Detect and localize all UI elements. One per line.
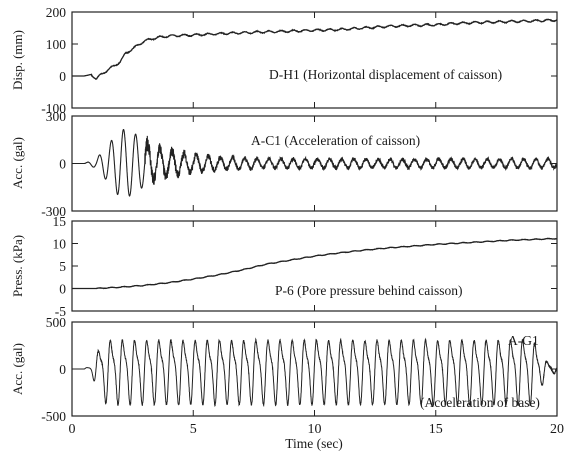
y-tick-label: 300	[46, 109, 67, 124]
panel-2-series-line	[72, 128, 558, 197]
panel-2-annotation: A-C1 (Acceleration of caisson)	[251, 133, 420, 148]
panel-1-annotation: D-H1 (Horizontal displacement of caisson…	[269, 67, 502, 82]
x-axis-label: Time (sec)	[285, 436, 343, 451]
x-tick-label: 10	[308, 422, 322, 437]
y-tick-label: 100	[46, 37, 67, 52]
y-tick-label: 5	[59, 259, 66, 274]
y-tick-label: 10	[53, 237, 67, 252]
panel-1-frame	[71, 11, 558, 109]
y-tick-label: 0	[59, 157, 66, 172]
y-tick-label: 0	[59, 362, 66, 377]
y-tick-label: 0	[59, 69, 66, 84]
panel-3-annotation: P-6 (Pore pressure behind caisson)	[275, 283, 462, 298]
panel-4-ylabel: Acc. (gal)	[10, 343, 25, 395]
x-tick-label: 15	[429, 422, 443, 437]
panel-3-ylabel: Press. (kPa)	[10, 235, 25, 297]
y-tick-label: -100	[41, 101, 66, 116]
panel-1-series-line	[72, 18, 558, 80]
x-tick-label: 0	[69, 422, 76, 437]
panel-2-ylabel: Acc. (gal)	[10, 137, 25, 189]
panel-4-series-line	[72, 337, 558, 408]
panel-3-series-line	[72, 237, 558, 290]
y-tick-label: 500	[46, 315, 67, 330]
y-tick-label: -5	[55, 304, 66, 319]
x-tick-label: 5	[190, 422, 197, 437]
panel-displacement: 200 100 0 -100 Disp. (mm) D-H1 (Horizontal …	[10, 5, 558, 116]
y-tick-label: 15	[53, 214, 67, 229]
panel-1-ylabel: Disp. (mm)	[10, 30, 25, 90]
panel-pore-pressure: 15 10 5 0 -5 Press. (kPa) P-6 (Pore pressure…	[10, 214, 558, 319]
x-axis-ticks: 0 5 10 15 20	[69, 12, 564, 437]
panel-4-annotation-2: (Acceleration of base)	[420, 395, 540, 410]
panel-2-y-ticks: 300 0 -300	[41, 109, 557, 219]
panel-4-annotation: A-G1	[508, 333, 539, 348]
x-tick-label: 20	[550, 422, 564, 437]
y-tick-label: 0	[59, 282, 66, 297]
y-tick-label: 200	[46, 5, 67, 20]
panel-3-y-ticks: 15 10 5 0 -5	[53, 214, 557, 319]
panel-1-y-ticks: 200 100 0 -100	[41, 5, 557, 116]
y-tick-label: -300	[41, 204, 66, 219]
y-tick-label: -500	[41, 409, 66, 424]
panel-caisson-acceleration: 300 0 -300 Acc. (gal) A-C1 (Acceleration o…	[10, 109, 558, 219]
